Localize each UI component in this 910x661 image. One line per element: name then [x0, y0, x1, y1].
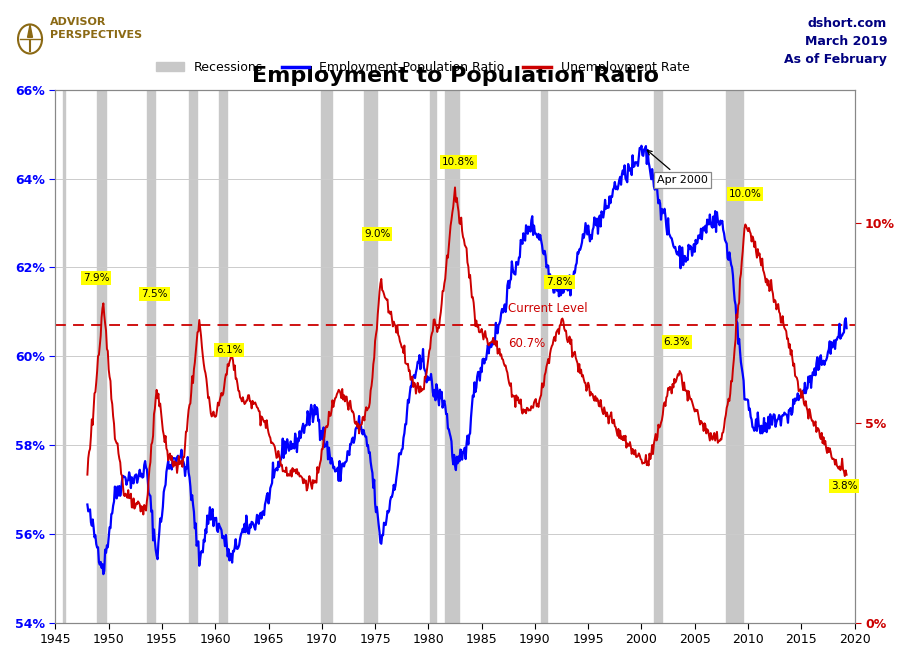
Text: dshort.com
March 2019
As of February: dshort.com March 2019 As of February [784, 17, 887, 65]
Text: 7.9%: 7.9% [83, 273, 109, 283]
Text: 10.8%: 10.8% [441, 157, 475, 167]
Bar [218, 90, 227, 623]
Bar [364, 90, 377, 623]
Text: 3.8%: 3.8% [831, 481, 857, 490]
Bar [321, 90, 331, 623]
Text: ADVISOR
PERSPECTIVES: ADVISOR PERSPECTIVES [50, 17, 142, 40]
Text: 10.0%: 10.0% [728, 189, 762, 199]
Text: 7.8%: 7.8% [546, 277, 572, 287]
Title: Employment to Population Ratio: Employment to Population Ratio [251, 65, 659, 85]
Text: 6.1%: 6.1% [216, 345, 242, 355]
Text: 9.0%: 9.0% [364, 229, 390, 239]
Text: 60.7%: 60.7% [509, 336, 545, 350]
Bar [726, 90, 743, 623]
Bar [430, 90, 437, 623]
Bar [97, 90, 106, 623]
Bar [654, 90, 662, 623]
Text: 6.3%: 6.3% [663, 337, 690, 347]
Text: Apr 2000: Apr 2000 [647, 150, 708, 185]
Bar [541, 90, 548, 623]
Bar [63, 90, 66, 623]
Bar [189, 90, 197, 623]
Bar [147, 90, 155, 623]
Polygon shape [27, 25, 33, 37]
Text: 7.5%: 7.5% [141, 289, 167, 299]
Legend: Recessions, Employment-Population Ratio, Unemployment Rate: Recessions, Employment-Population Ratio,… [151, 56, 694, 79]
Bar [445, 90, 460, 623]
Text: Current Level: Current Level [509, 302, 588, 315]
